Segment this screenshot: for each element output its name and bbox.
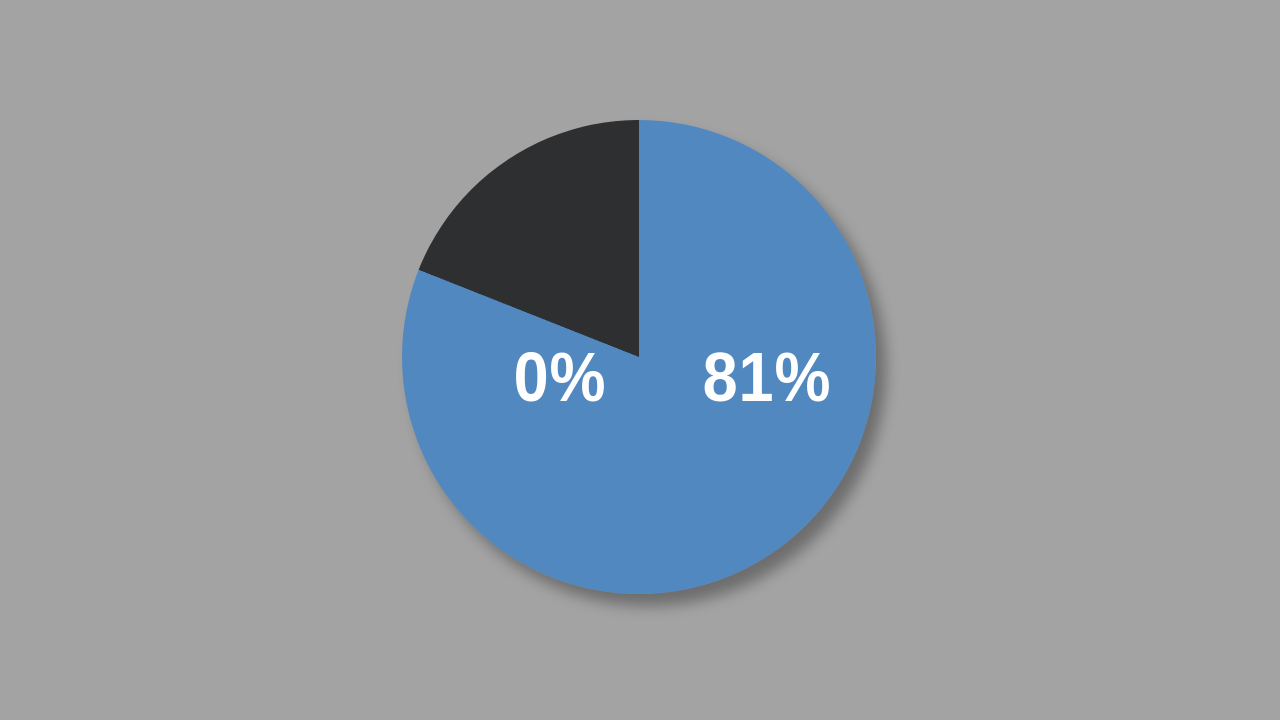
pie-counter-label: 0% [513,338,607,416]
pie-value-label: 81% [702,338,832,416]
pie-chart: 0% 81% [402,120,876,594]
